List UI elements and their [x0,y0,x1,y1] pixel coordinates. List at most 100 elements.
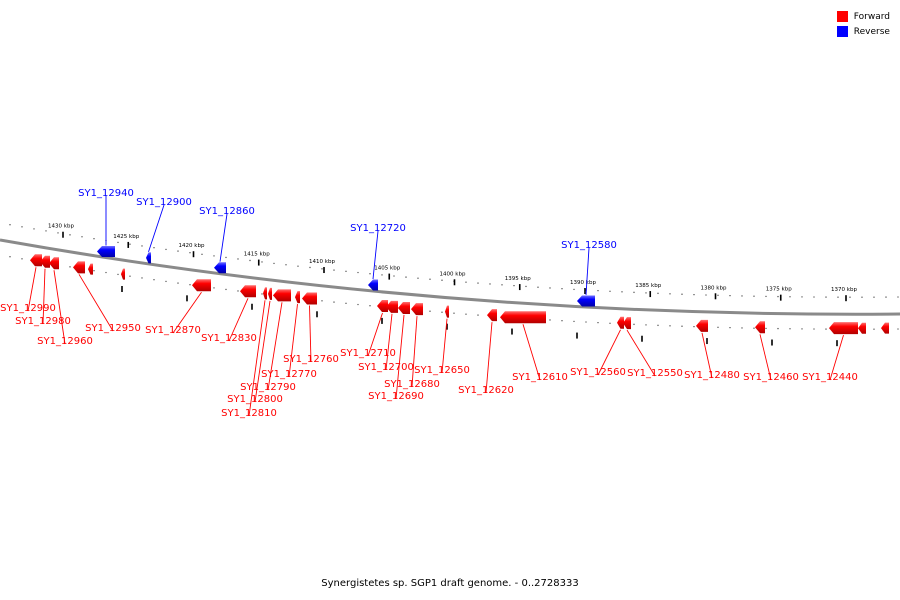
gene-label[interactable]: SY1_12830 [201,333,257,344]
inner-scale-tick [641,335,643,342]
scale-tick [62,231,64,238]
forward-gene-arrow[interactable] [411,303,423,316]
gene-label[interactable]: SY1_12980 [15,316,71,327]
gene-leader-line [228,298,249,342]
forward-gene-arrow[interactable] [73,261,85,274]
gene-leader-line [441,318,448,374]
gene-label[interactable]: SY1_12560 [570,367,626,378]
gene-label[interactable]: SY1_12580 [561,240,617,251]
forward-gene-arrow[interactable] [696,319,708,332]
gene-label[interactable]: SY1_12900 [136,197,192,208]
forward-gene-arrow[interactable] [377,299,388,312]
legend-forward: Forward [836,9,890,24]
reverse-gene-arrow[interactable] [214,262,226,274]
scale-tick [779,294,782,301]
scale-tick [127,241,130,248]
reverse-gene-arrow[interactable] [577,295,595,307]
gene-label[interactable]: SY1_12480 [684,370,740,381]
forward-gene-arrow[interactable] [268,287,272,300]
gene-label[interactable]: SY1_12650 [414,365,470,376]
inner-scale-tick [316,311,318,318]
scale-tick [323,267,325,274]
gene-label[interactable]: SY1_12760 [283,354,339,365]
scale-label: 1380 kbp [701,285,727,291]
gene-label[interactable]: SY1_12620 [458,385,514,396]
gene-leader-line [372,230,379,280]
forward-gene-arrow[interactable] [617,316,624,329]
forward-gene-arrow[interactable] [240,285,256,298]
forward-gene-arrow[interactable] [121,268,125,280]
gene-label[interactable]: SY1_12960 [37,336,93,347]
gene-label[interactable]: SY1_12770 [261,369,317,380]
reverse-gene-arrow[interactable] [368,279,378,291]
forward-gene-arrow[interactable] [49,257,59,270]
forward-gene-arrow[interactable] [500,311,546,324]
forward-gene-arrow[interactable] [386,300,398,313]
scale-tick [388,273,391,280]
inner-scale-tick [771,339,773,346]
gene-label[interactable]: SY1_12870 [145,325,201,336]
gene-leader-line [411,316,418,388]
scale-label: 1425 kbp [113,234,139,240]
inner-scale-tick [251,303,253,310]
gene-label[interactable]: SY1_12710 [340,348,396,359]
inner-scale-tick [706,338,708,345]
gene-label[interactable]: SY1_12860 [199,206,255,217]
scale-label: 1410 kbp [309,259,335,265]
legend-forward-label: Forward [853,11,890,22]
scale-label: 1430 kbp [48,224,74,230]
scale-tick [584,288,586,295]
forward-gene-arrow[interactable] [755,321,765,334]
gene-leader-line [626,329,656,377]
forward-gene-arrow[interactable] [858,322,866,334]
inner-scale-tick [121,285,123,292]
scale-label: 1385 kbp [635,283,661,289]
forward-gene-arrow[interactable] [487,309,497,322]
gene-label[interactable]: SY1_12990 [0,303,56,314]
gene-leader-line [367,312,383,357]
forward-gene-arrow[interactable] [192,279,211,292]
forward-gene-arrow[interactable] [88,263,93,275]
gene-label[interactable]: SY1_12790 [240,382,296,393]
scale-tick [649,291,652,298]
gene-label[interactable]: SY1_12610 [512,372,568,383]
forward-gene-arrow[interactable] [273,289,291,302]
gene-label[interactable]: SY1_12810 [221,408,277,419]
gene-label[interactable]: SY1_12940 [78,188,134,199]
forward-gene-arrow[interactable] [623,317,631,330]
gene-leader-line [759,334,772,381]
gene-label[interactable]: SY1_12550 [627,368,683,379]
gene-label[interactable]: SY1_12440 [802,372,858,383]
forward-gene-arrow[interactable] [30,254,42,267]
forward-gene-arrow[interactable] [295,291,300,304]
gene-leader-line [172,292,202,334]
forward-gene-arrow[interactable] [398,301,410,314]
inner-scale-tick [381,317,383,324]
forward-gene-arrow[interactable] [40,255,50,268]
inner-scale-tick [836,340,838,347]
reverse-gene-arrow[interactable] [97,246,115,258]
gene-leader-line [288,304,298,378]
gene-label[interactable]: SY1_12690 [368,391,424,402]
gene-label[interactable]: SY1_12680 [384,379,440,390]
scale-tick [257,259,260,266]
gene-label[interactable]: SY1_12460 [743,372,799,383]
gene-label[interactable]: SY1_12700 [358,362,414,373]
forward-swatch [836,11,848,22]
forward-gene-arrow[interactable] [829,322,858,335]
forward-gene-arrow[interactable] [263,287,267,300]
gene-label[interactable]: SY1_12800 [227,394,283,405]
gene-label[interactable]: SY1_12950 [85,323,141,334]
gene-label[interactable]: SY1_12720 [350,223,406,234]
inner-scale-tick [576,332,578,339]
genome-caption: Synergistetes sp. SGP1 draft genome. - 0… [321,578,579,589]
gene-leader-line [219,213,228,262]
scale-label: 1405 kbp [374,266,400,272]
genome-backbone [0,238,900,316]
scale-label: 1400 kbp [440,271,466,277]
reverse-gene-arrow[interactable] [146,252,151,264]
gene-leader-line [585,247,590,296]
forward-gene-arrow[interactable] [445,305,449,318]
forward-gene-arrow[interactable] [881,322,889,334]
forward-gene-arrow[interactable] [302,292,317,305]
